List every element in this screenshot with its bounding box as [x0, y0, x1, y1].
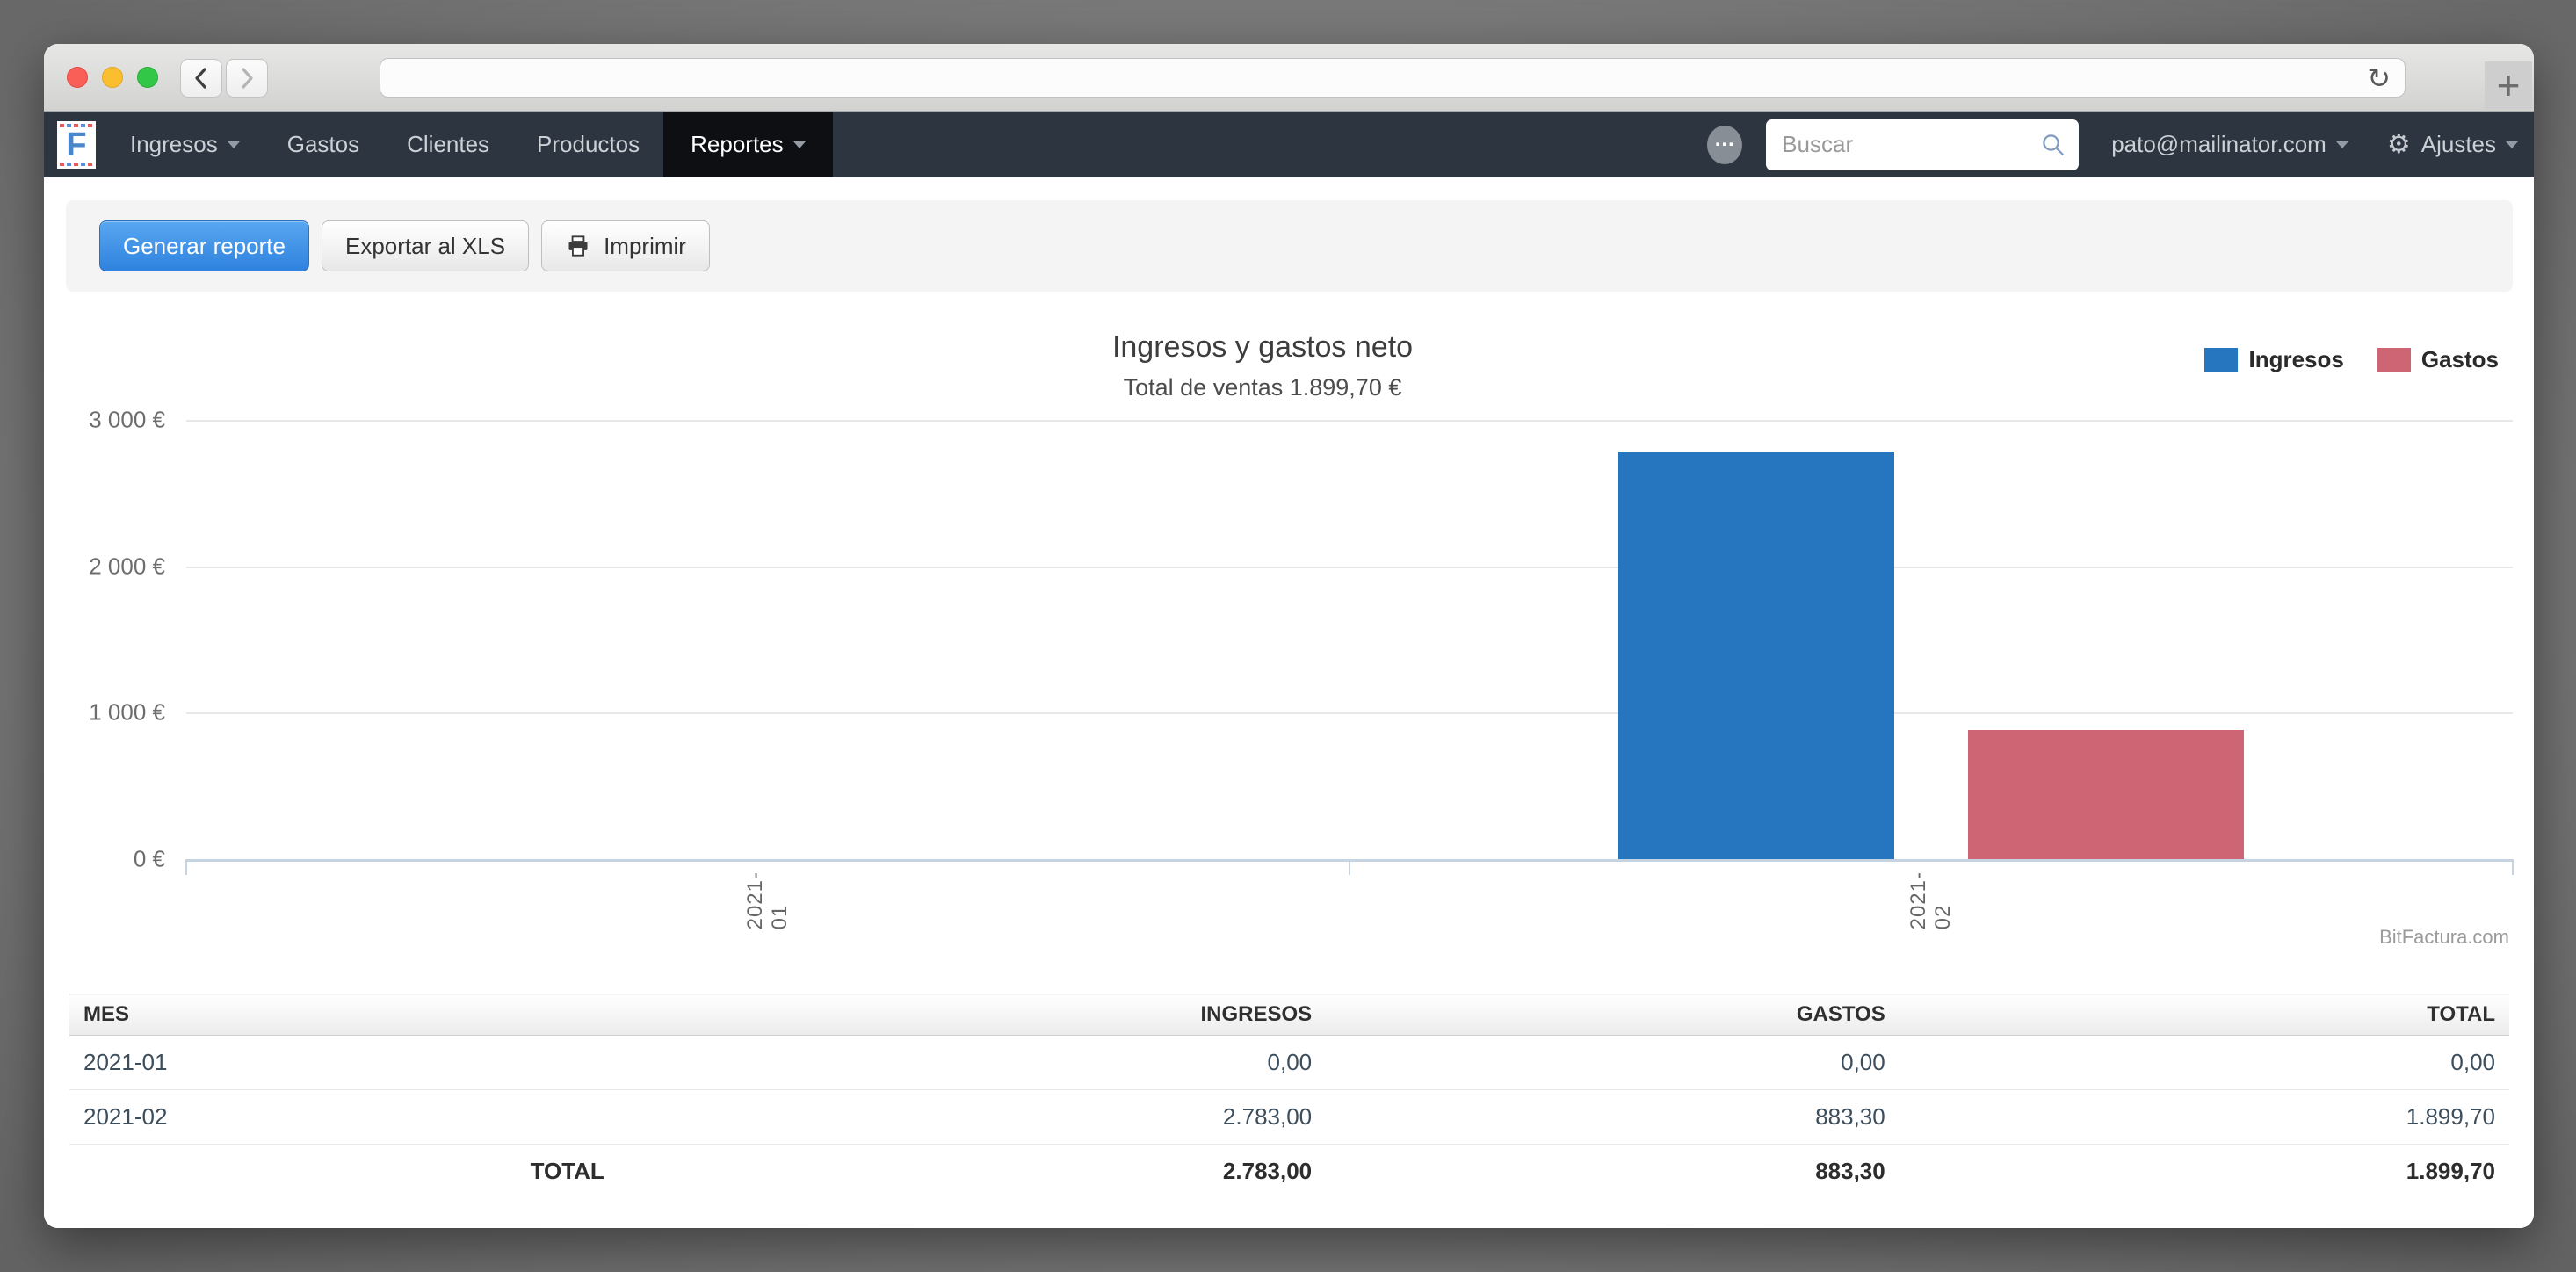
chevron-right-icon [242, 68, 253, 89]
mes-cell: 2021-01 [69, 1035, 619, 1090]
address-bar[interactable]: ↻ [380, 58, 2406, 98]
chart-area: Ingresos y gastos neto Total de ventas 1… [44, 292, 2534, 994]
menu-item-label: Productos [537, 131, 640, 157]
logo-stripe-top [60, 123, 93, 127]
user-menu[interactable]: pato@mailinator.com [2111, 131, 2348, 158]
menu-item-gastos[interactable]: Gastos [264, 112, 383, 177]
menu-item-label: Reportes [691, 131, 784, 157]
settings-menu[interactable]: ⚙ Ajustes [2387, 129, 2518, 160]
search-input[interactable] [1782, 131, 2041, 158]
chart-legend: Ingresos Gastos [2204, 346, 2499, 373]
menu-item-reportes[interactable]: Reportes [663, 112, 833, 177]
x-axis-tick [1349, 859, 1350, 875]
generate-report-button[interactable]: Generar reporte [99, 220, 309, 271]
legend-label: Gastos [2420, 346, 2499, 372]
back-button[interactable] [180, 59, 222, 98]
page-content: Generar reporte Exportar al XLS Imprimir… [44, 200, 2534, 1228]
legend-label: Ingresos [2248, 346, 2344, 372]
total-total: 1.899,70 [2406, 1158, 2495, 1184]
badge-label: ... [1714, 126, 1735, 151]
search-icon[interactable] [2040, 132, 2066, 158]
close-window-button[interactable] [67, 67, 88, 88]
printer-icon [568, 235, 588, 257]
app-navbar: F Ingresos Gastos Clientes Productos Rep… [44, 112, 2534, 177]
caret-down-icon [2335, 141, 2348, 148]
window-controls [67, 67, 158, 88]
caret-down-icon [792, 141, 806, 148]
legend-swatch [2204, 347, 2239, 372]
x-axis-label: 2021-01 [743, 871, 792, 930]
reload-icon[interactable]: ↻ [2367, 61, 2391, 94]
legend-item: Gastos [2377, 346, 2499, 373]
browser-nav-buttons [180, 59, 268, 98]
x-axis-tick [2512, 859, 2514, 875]
y-axis-tick-label: 0 € [133, 845, 165, 872]
gridline [186, 566, 2513, 568]
bar-gastos-2021-02[interactable] [1967, 729, 2245, 859]
forward-button[interactable] [226, 59, 268, 98]
main-menu: Ingresos Gastos Clientes Productos Repor… [106, 112, 833, 177]
report-table: MES INGRESOS GASTOS TOTAL 2021-01 0,00 0… [69, 994, 2509, 1198]
menu-item-label: Gastos [286, 131, 360, 157]
logo-stripe-bottom [60, 162, 93, 166]
legend-swatch [2377, 347, 2411, 372]
chart-title: Ingresos y gastos neto [1111, 330, 1414, 364]
total-gastos: 883,30 [1815, 1158, 1885, 1184]
bar-ingresos-2021-02[interactable] [1617, 452, 1895, 859]
gridline [186, 712, 2513, 715]
browser-window: ↻ + F Ingresos Gastos Clientes Productos [44, 44, 2534, 1228]
y-axis-tick-label: 2 000 € [89, 553, 165, 580]
user-email: pato@mailinator.com [2111, 131, 2326, 157]
total-cell: 0,00 [1899, 1035, 2509, 1090]
minimize-window-button[interactable] [102, 67, 123, 88]
url-input[interactable] [394, 64, 2368, 91]
browser-chrome: ↻ + [44, 44, 2534, 112]
total-label: TOTAL [530, 1158, 604, 1184]
gear-icon: ⚙ [2386, 130, 2411, 159]
total-cell: 1.899,70 [1899, 1089, 2509, 1145]
header-ingresos: INGRESOS [618, 994, 1327, 1036]
search-box [1766, 119, 2080, 170]
chart-subtitle: Total de ventas 1.899,70 € [1123, 374, 1402, 401]
table-row: 2021-02 2.783,00 883,30 1.899,70 [69, 1089, 2509, 1145]
y-axis-tick-label: 1 000 € [89, 698, 165, 726]
chevron-left-icon [195, 68, 206, 89]
zoom-window-button[interactable] [137, 67, 158, 88]
notification-badge[interactable]: ... [1707, 125, 1743, 164]
gastos-cell-link[interactable]: 883,30 [1326, 1089, 1899, 1145]
ingresos-cell: 0,00 [618, 1035, 1327, 1090]
header-mes: MES [69, 994, 619, 1036]
gastos-cell: 0,00 [1326, 1035, 1899, 1090]
caret-down-icon [2506, 141, 2518, 148]
menu-item-label: Clientes [407, 131, 490, 157]
print-label: Imprimir [604, 232, 686, 259]
table-header-row: MES INGRESOS GASTOS TOTAL [69, 994, 2509, 1036]
export-xls-button[interactable]: Exportar al XLS [321, 220, 530, 271]
legend-item: Ingresos [2204, 346, 2344, 373]
table-row: 2021-01 0,00 0,00 0,00 [69, 1035, 2509, 1090]
mes-cell: 2021-02 [69, 1089, 619, 1145]
plot-area: 3 000 € 2 000 € 1 000 € 0 € 2021-01 2021-02 [89, 407, 2514, 929]
header-total: TOTAL [1899, 994, 2509, 1036]
x-axis-label: 2021-02 [1907, 871, 1955, 930]
app-logo[interactable]: F [57, 120, 96, 169]
ingresos-cell-link[interactable]: 2.783,00 [618, 1089, 1327, 1145]
menu-item-productos[interactable]: Productos [513, 112, 663, 177]
new-tab-button[interactable]: + [2485, 61, 2532, 109]
report-toolbar: Generar reporte Exportar al XLS Imprimir [66, 200, 2513, 292]
caret-down-icon [227, 141, 240, 148]
print-button[interactable]: Imprimir [541, 220, 710, 271]
chart-watermark: BitFactura.com [2379, 926, 2509, 948]
menu-item-ingresos[interactable]: Ingresos [106, 112, 264, 177]
x-axis-tick [185, 859, 187, 875]
y-axis-tick-label: 3 000 € [89, 406, 165, 433]
menu-item-clientes[interactable]: Clientes [383, 112, 513, 177]
menu-item-label: Ingresos [130, 131, 218, 157]
settings-label: Ajustes [2420, 131, 2496, 157]
table-total-row: TOTAL 2.783,00 883,30 1.899,70 [69, 1145, 2509, 1199]
total-ingresos: 2.783,00 [1222, 1158, 1313, 1184]
header-gastos: GASTOS [1326, 994, 1899, 1036]
logo-letter: F [66, 126, 87, 163]
gridline [186, 420, 2513, 422]
